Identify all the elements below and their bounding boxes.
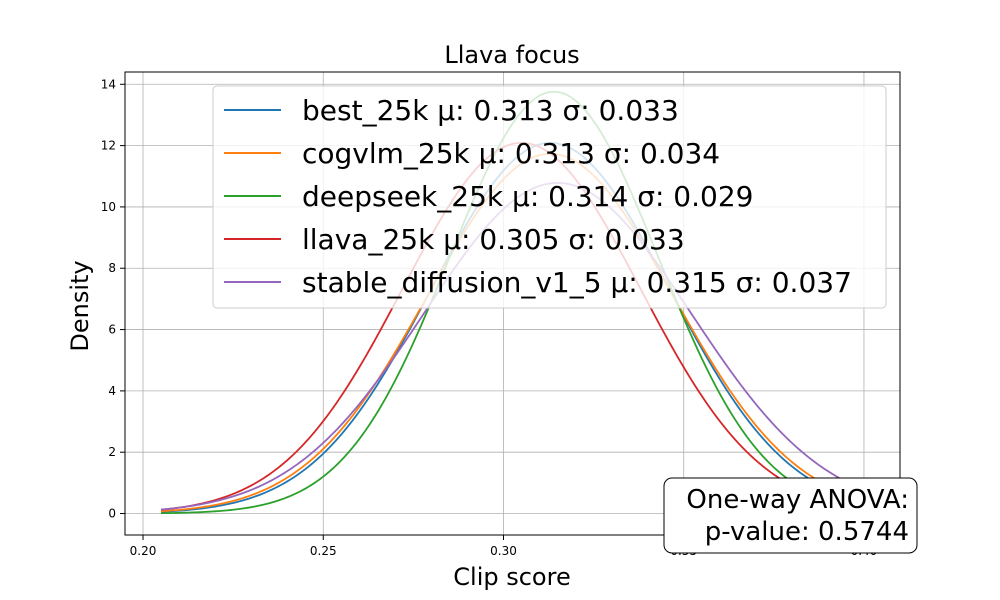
y-tick-label: 10 (101, 200, 116, 214)
anova-line-2: p-value: 0.5744 (705, 517, 909, 547)
y-axis-title: Density (66, 260, 94, 351)
plot-frame (124, 71, 901, 536)
x-tick-label: 0.30 (490, 544, 517, 558)
y-axis-ticks: 0 2 4 6 8 10 12 14 (101, 77, 125, 521)
legend-box (212, 85, 887, 309)
y-tick-label: 4 (108, 384, 116, 398)
legend-entry-best-25k: best_25k μ: 0.313 σ: 0.033 (302, 94, 679, 127)
legend: best_25k μ: 0.313 σ: 0.033 cogvlm_25k μ: … (212, 85, 887, 309)
y-tick-label: 12 (101, 139, 116, 153)
y-tick-label: 0 (108, 507, 116, 521)
y-tick-label: 6 (108, 323, 116, 337)
x-tick-label: 0.25 (310, 544, 337, 558)
x-axis-title: Clip score (453, 563, 570, 591)
x-axis-ticks: 0.200.250.300.350.40 (130, 535, 877, 558)
anova-box (663, 477, 918, 554)
legend-entry-stable-diffusion-v1-5: stable_diffusion_v1_5 μ: 0.315 σ: 0.037 (302, 266, 852, 299)
legend-entry-llava-25k: llava_25k μ: 0.305 σ: 0.033 (302, 223, 685, 256)
x-tick-label: 0.20 (130, 544, 157, 558)
anova-line-1: One-way ANOVA: (686, 485, 909, 515)
legend-entry-deepseek-25k: deepseek_25k μ: 0.314 σ: 0.029 (302, 180, 753, 213)
legend-entry-cogvlm-25k: cogvlm_25k μ: 0.313 σ: 0.034 (302, 137, 720, 170)
anova-annotation: One-way ANOVA: p-value: 0.5744 (663, 477, 918, 554)
y-tick-label: 8 (108, 261, 116, 275)
y-tick-label: 2 (108, 445, 116, 459)
chart-title: Llava focus (444, 41, 579, 69)
y-tick-label: 14 (101, 77, 116, 91)
